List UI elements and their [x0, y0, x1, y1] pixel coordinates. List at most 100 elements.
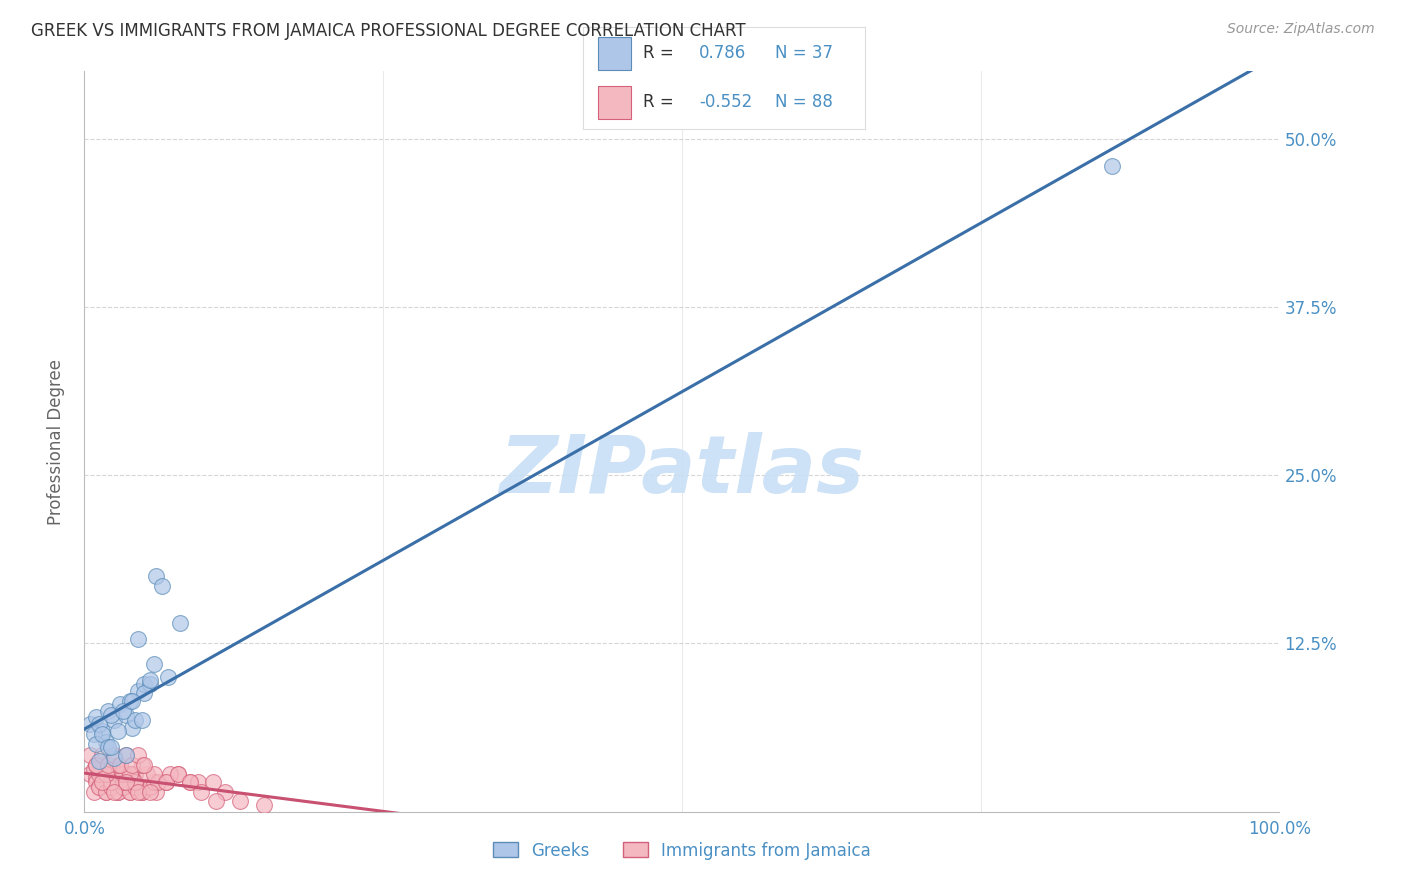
FancyBboxPatch shape — [598, 87, 631, 119]
Point — [100, 707, 122, 722]
Point — [179, 775, 201, 789]
Point — [111, 780, 134, 795]
Point — [86, 757, 108, 772]
Point — [111, 704, 134, 718]
Point — [115, 775, 138, 789]
Point — [118, 784, 141, 798]
Point — [118, 784, 141, 798]
Point — [86, 710, 108, 724]
Point — [107, 762, 129, 776]
Point — [107, 723, 129, 738]
Point — [87, 764, 110, 779]
Text: R =: R = — [643, 44, 673, 62]
Point — [155, 775, 177, 789]
Point — [100, 771, 122, 785]
Point — [190, 784, 212, 798]
Point — [121, 757, 143, 772]
Point — [107, 784, 129, 798]
Point — [103, 775, 125, 789]
Point — [100, 775, 122, 789]
Point — [124, 775, 146, 789]
Point — [86, 771, 108, 785]
Point — [79, 748, 101, 763]
Point — [111, 775, 134, 789]
Point — [103, 748, 125, 763]
Point — [103, 784, 125, 798]
Point — [1101, 159, 1123, 173]
Point — [100, 780, 122, 795]
Point — [100, 740, 122, 755]
Legend: Greeks, Immigrants from Jamaica: Greeks, Immigrants from Jamaica — [486, 835, 877, 866]
Text: N = 37: N = 37 — [775, 44, 832, 62]
Point — [110, 757, 132, 772]
Point — [166, 767, 188, 781]
Point — [127, 632, 149, 647]
Point — [118, 775, 141, 789]
Point — [142, 775, 165, 789]
Point — [94, 767, 117, 781]
Point — [115, 707, 138, 722]
Point — [124, 780, 146, 795]
Point — [150, 578, 173, 592]
Point — [169, 616, 191, 631]
Point — [115, 767, 138, 781]
Point — [179, 775, 201, 789]
Point — [91, 775, 114, 789]
Point — [124, 780, 146, 795]
Point — [145, 569, 167, 583]
Point — [87, 767, 110, 781]
Text: ZIPatlas: ZIPatlas — [499, 432, 865, 510]
Point — [139, 784, 162, 798]
Text: GREEK VS IMMIGRANTS FROM JAMAICA PROFESSIONAL DEGREE CORRELATION CHART: GREEK VS IMMIGRANTS FROM JAMAICA PROFESS… — [31, 22, 745, 40]
Point — [94, 775, 117, 789]
Point — [107, 767, 129, 781]
Point — [135, 780, 157, 795]
Point — [187, 775, 209, 789]
Point — [139, 673, 162, 687]
Point — [127, 683, 149, 698]
Point — [111, 780, 134, 795]
Point — [121, 721, 143, 735]
Point — [97, 757, 120, 772]
Point — [91, 748, 114, 763]
Text: Source: ZipAtlas.com: Source: ZipAtlas.com — [1227, 22, 1375, 37]
Point — [94, 784, 117, 798]
Point — [127, 748, 149, 763]
Point — [100, 767, 122, 781]
Point — [86, 738, 108, 752]
Point — [202, 775, 225, 789]
Y-axis label: Professional Degree: Professional Degree — [46, 359, 65, 524]
Point — [103, 767, 125, 781]
Point — [103, 713, 125, 727]
Point — [107, 767, 129, 781]
Point — [87, 780, 110, 795]
Point — [132, 686, 156, 700]
Text: -0.552: -0.552 — [699, 93, 752, 112]
Point — [111, 775, 134, 789]
Point — [91, 757, 114, 772]
FancyBboxPatch shape — [598, 37, 631, 70]
Point — [148, 775, 170, 789]
Point — [79, 767, 101, 781]
Point — [115, 748, 138, 763]
Point — [124, 775, 146, 789]
Point — [87, 717, 110, 731]
Point — [87, 780, 110, 795]
Point — [135, 767, 157, 781]
Point — [94, 784, 117, 798]
Point — [83, 726, 105, 740]
Point — [131, 784, 153, 798]
Point — [124, 767, 146, 781]
Point — [132, 757, 156, 772]
Point — [86, 757, 108, 772]
Point — [86, 775, 108, 789]
Point — [118, 694, 141, 708]
Point — [115, 748, 138, 763]
Point — [157, 670, 180, 684]
Point — [91, 726, 114, 740]
Point — [214, 784, 236, 798]
Point — [111, 767, 134, 781]
Point — [166, 767, 188, 781]
Point — [131, 784, 153, 798]
Point — [107, 757, 129, 772]
